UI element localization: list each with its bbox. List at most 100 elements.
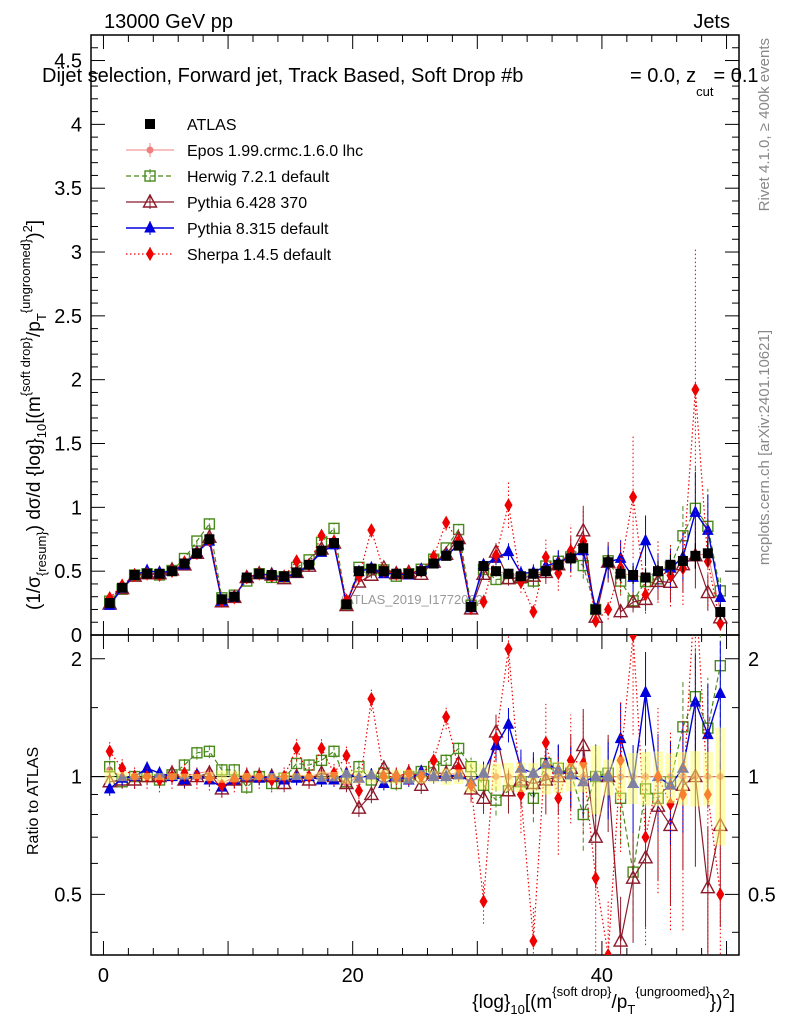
- atlas-ratio-band: [653, 751, 663, 807]
- axes-group: 0 20 40 0 0.5 1 1.5 2 2.5 3 3.5 4 4.5 0.5 0.5 1 1 2 2: [54, 34, 776, 987]
- atlas-point: [628, 570, 639, 580]
- atlas-point: [353, 566, 364, 577]
- atlas-point: [291, 567, 302, 578]
- main-y-tick-label: 4.5: [54, 51, 82, 73]
- atlas-point: [167, 566, 177, 577]
- plot-title-tail-main: = 0.0, z: [630, 65, 696, 87]
- atlas-ratio-band: [553, 761, 564, 793]
- atlas-ratio-band: [428, 770, 439, 783]
- x-axis-label-sup3: 2: [722, 986, 729, 1001]
- sherpa-point: [641, 587, 650, 602]
- atlas-ratio-band: [690, 751, 701, 807]
- py6-ratio-point: [475, 789, 492, 804]
- x-axis-label: {log}10[(m{soft drop}/pT{ungroomed}})2]: [472, 984, 735, 1017]
- legend-marker-py6: [142, 193, 158, 208]
- category-label: Jets: [693, 11, 730, 33]
- atlas-ratio-band: [316, 771, 327, 782]
- y-axis-label-part3: [(m: [24, 396, 45, 423]
- atlas-ratio-band: [453, 769, 464, 785]
- py8-ratio-point: [714, 686, 727, 699]
- atlas-point: [540, 566, 551, 577]
- atlas-point: [329, 538, 339, 549]
- sherpa-point: [716, 616, 725, 631]
- legend-label-py6: Pythia 6.428 370: [187, 195, 307, 212]
- y-axis-label-sup3: 2: [20, 225, 35, 232]
- legend-marker-epos: [146, 146, 154, 154]
- atlas-point: [715, 607, 726, 618]
- sherpa-ratio-point: [541, 735, 550, 750]
- atlas-point: [677, 555, 688, 566]
- atlas-point: [466, 601, 477, 612]
- y-axis-label-sup2: {ungroomed}: [18, 238, 33, 313]
- atlas-ratio-band: [266, 772, 277, 781]
- atlas-point: [391, 568, 402, 579]
- legend-label-data: ATLAS: [187, 117, 237, 134]
- py6-point: [475, 565, 492, 581]
- atlas-ratio-band: [677, 752, 688, 806]
- atlas-ratio-band: [216, 770, 227, 783]
- atlas-ratio-band: [142, 773, 153, 781]
- atlas-point: [366, 563, 377, 574]
- atlas-point: [279, 571, 290, 582]
- atlas-ratio-band: [478, 764, 489, 790]
- atlas-ratio-band: [615, 756, 626, 800]
- atlas-ratio-band: [565, 762, 576, 792]
- atlas-ratio-band: [715, 727, 726, 846]
- y-axis-label-sub3: T: [34, 313, 49, 321]
- py6-ratio-point: [612, 932, 629, 947]
- atlas-ratio-band: [154, 773, 165, 781]
- atlas-point: [378, 566, 389, 577]
- atlas-ratio-band: [665, 753, 676, 804]
- y-axis-label-part4: /p: [24, 321, 45, 337]
- atlas-point: [254, 568, 265, 579]
- sherpa-point: [491, 548, 501, 563]
- x-axis-label-sup2: {ungroomed}: [635, 984, 710, 999]
- atlas-point: [690, 550, 701, 561]
- sherpa-ratio-point: [442, 709, 451, 724]
- atlas-point: [104, 598, 115, 609]
- atlas-ratio-band: [441, 768, 452, 785]
- atlas-point: [229, 591, 240, 602]
- atlas-ratio-band: [291, 773, 302, 781]
- py6-ratio-point: [363, 786, 380, 801]
- atlas-ratio-band: [229, 770, 240, 783]
- sherpa-point: [367, 523, 376, 538]
- sherpa-ratio-point: [367, 691, 376, 706]
- atlas-point: [590, 604, 601, 615]
- x-tick-label: 40: [591, 965, 613, 987]
- atlas-point: [441, 550, 452, 561]
- atlas-point: [615, 568, 626, 579]
- main-y-tick-label: 0.5: [54, 561, 82, 583]
- energy-label: 13000 GeV pp: [104, 11, 233, 33]
- sherpa-ratio-point: [716, 887, 725, 902]
- main-y-tick-label: 2.5: [54, 306, 82, 328]
- py6-point: [612, 603, 629, 618]
- x-axis-label-part2: [(m: [525, 992, 552, 1013]
- atlas-point: [640, 572, 651, 583]
- atlas-ratio-band: [416, 769, 427, 784]
- plot-title-tail-end: = 0.1: [714, 65, 759, 87]
- atlas-point: [179, 558, 190, 569]
- rivet-label: Rivet 4.1.0, ≥ 400k events: [756, 38, 773, 211]
- x-axis-label-sub2: T: [627, 1002, 635, 1017]
- atlas-point: [403, 568, 414, 579]
- atlas-point: [603, 557, 614, 568]
- legend-label-py8: Pythia 8.315 default: [187, 221, 329, 238]
- analysis-watermark: (ATLAS_2019_I1772062): [341, 592, 487, 607]
- sherpa-ratio-point: [354, 783, 364, 798]
- atlas-ratio-band: [590, 745, 601, 815]
- sherpa-point: [442, 515, 451, 530]
- x-tick-label: 20: [342, 965, 364, 987]
- atlas-point: [478, 561, 489, 572]
- atlas-point: [204, 534, 215, 545]
- atlas-ratio-band: [515, 762, 526, 793]
- py6-ratio-point: [637, 849, 654, 864]
- atlas-point: [416, 566, 427, 577]
- x-axis-label-part3: /p: [612, 992, 628, 1013]
- py6-ratio-point: [700, 879, 716, 894]
- atlas-point: [154, 568, 165, 579]
- atlas-point: [191, 548, 202, 559]
- main-plot-marks: [102, 248, 728, 631]
- ratio-plot-frame: [90, 634, 740, 956]
